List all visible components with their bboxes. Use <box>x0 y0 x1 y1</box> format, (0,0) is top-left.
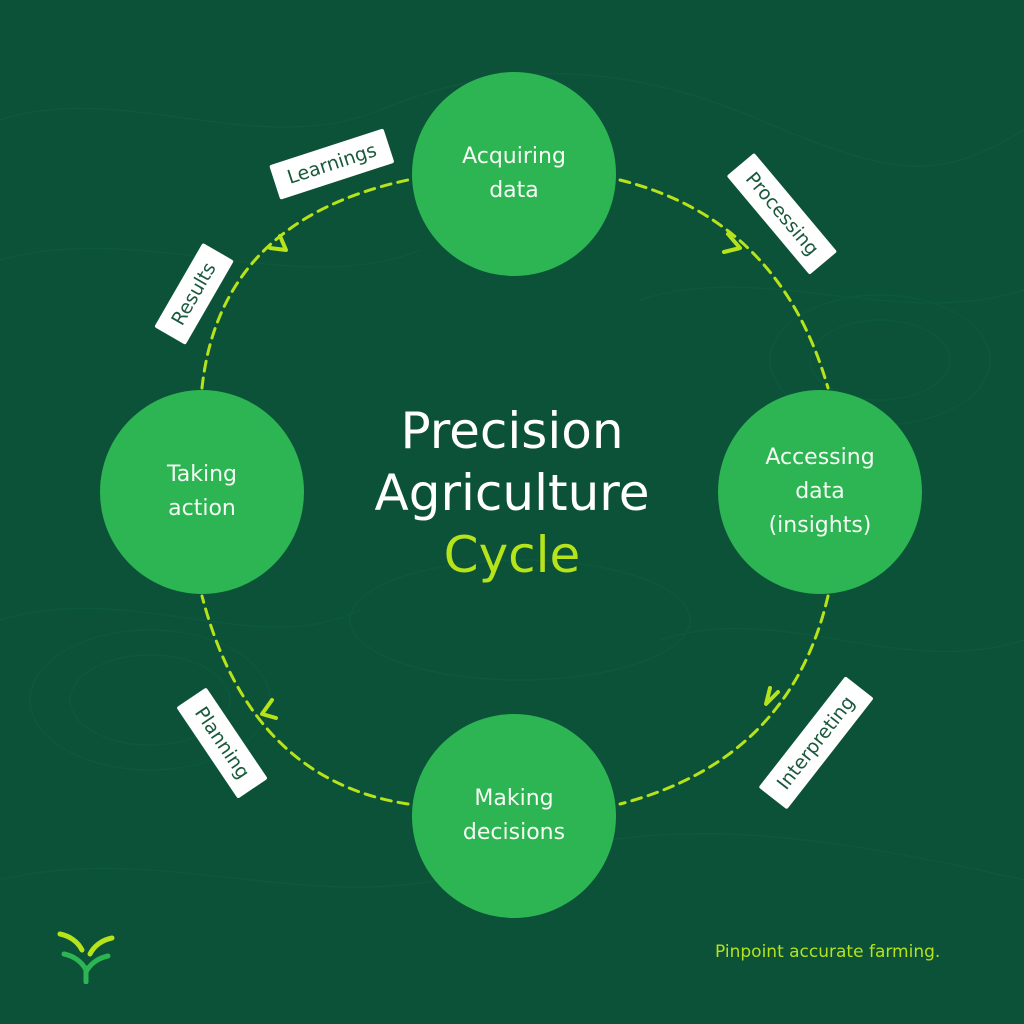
node-label: data <box>489 178 539 203</box>
node-taking-action: Taking action <box>100 390 304 594</box>
node-label: action <box>168 496 236 521</box>
node-acquiring-data: Acquiring data <box>412 72 616 276</box>
arrowhead-interpreting <box>764 686 780 706</box>
node-label: data <box>795 479 845 504</box>
node-label: Accessing <box>765 445 875 470</box>
node-label: Taking <box>166 462 238 487</box>
diagram-title: Precision Agriculture Cycle <box>312 400 712 586</box>
node-accessing-data: Accessing data (insights) <box>718 390 922 594</box>
node-making-decisions: Making decisions <box>412 714 616 918</box>
node-label: Making <box>474 786 554 811</box>
arc-taking-to-acquiring <box>200 178 410 390</box>
title-line: Precision <box>400 402 624 460</box>
node-label: (insights) <box>768 513 872 538</box>
title-line: Agriculture <box>374 464 650 522</box>
arc-acquiring-to-accessing <box>618 178 830 390</box>
arc-accessing-to-making <box>618 594 830 806</box>
sprout-logo-icon <box>57 931 115 984</box>
tagline: Pinpoint accurate farming. <box>715 942 941 962</box>
node-label: decisions <box>462 820 566 845</box>
arrowhead-processing <box>722 232 742 254</box>
arc-making-to-taking <box>200 594 410 806</box>
arrowhead-results <box>268 234 288 252</box>
node-label: Acquiring <box>462 144 566 169</box>
title-accent-line: Cycle <box>443 526 581 584</box>
arrowhead-planning <box>260 698 278 720</box>
